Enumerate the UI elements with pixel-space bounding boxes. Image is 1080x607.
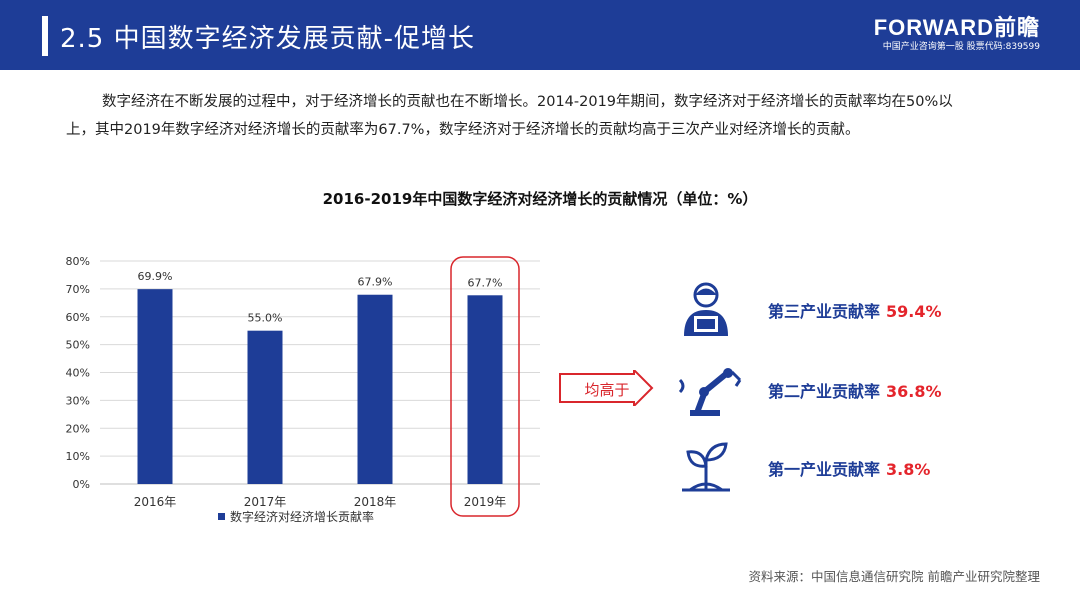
y-tick-label: 10% <box>66 450 90 463</box>
legend: 数字经济对经济增长贡献率 <box>218 509 374 524</box>
y-tick-label: 30% <box>66 394 90 407</box>
header-bar: 2.5 中国数字经济发展贡献-促增长 FORWARD前瞻 中国产业咨询第一股 股… <box>0 0 1080 70</box>
primary-industry-label: 第一产业贡献率 3.8% <box>768 456 930 480</box>
arrow-label: 均高于 <box>584 381 630 399</box>
grid-lines <box>100 260 540 485</box>
intro-paragraph: 数字经济在不断发展的过程中，对于经济增长的贡献也在不断增长。2014-2019年… <box>66 88 1021 144</box>
y-tick-label: 0% <box>73 478 90 491</box>
industry-label: 第三产业贡献率 <box>768 302 881 321</box>
y-tick-label: 40% <box>66 367 90 380</box>
bar <box>357 294 393 484</box>
highlight-box <box>450 256 520 517</box>
bars <box>137 256 520 517</box>
x-tick-label: 2018年 <box>354 495 397 509</box>
primary-industry-item: 第一产业贡献率 3.8% <box>676 438 976 498</box>
x-tick-label: 2019年 <box>464 495 507 509</box>
page-title: 2.5 中国数字经济发展贡献-促增长 <box>60 24 475 54</box>
industry-label: 第二产业贡献率 <box>768 382 881 401</box>
x-tick-label: 2016年 <box>134 495 177 509</box>
sprout-icon <box>682 442 730 492</box>
secondary-industry-item: 第二产业贡献率 36.8% <box>676 360 976 420</box>
industry-value: 3.8% <box>886 460 931 479</box>
brand-logo-text: FORWARD前瞻 <box>873 15 1040 40</box>
legend-label: 数字经济对经济增长贡献率 <box>230 509 374 524</box>
bar <box>137 289 173 484</box>
industry-label: 第一产业贡献率 <box>768 460 881 479</box>
y-tick-label: 50% <box>66 339 90 352</box>
y-axis-ticks: 0% 10% 20% 30% 40% 50% 60% 70% 80% <box>66 255 90 491</box>
bar <box>467 295 503 484</box>
bar <box>247 330 283 484</box>
industry-value: 59.4% <box>886 302 942 321</box>
worker-icon <box>684 282 728 336</box>
intro-line-1: 数字经济在不断发展的过程中，对于经济增长的贡献也在不断增长。2014-2019年… <box>102 94 953 110</box>
data-label: 55.0% <box>248 312 283 325</box>
industry-value: 36.8% <box>886 382 942 401</box>
robot-arm-icon <box>678 368 742 416</box>
arrow-right-icon <box>559 370 654 406</box>
chart-title: 2016-2019年中国数字经济对经济增长的贡献情况（单位：%） <box>322 190 758 208</box>
source-note: 资料来源：中国信息通信研究院 前瞻产业研究院整理 <box>748 569 1040 584</box>
data-label: 69.9% <box>138 270 173 283</box>
data-labels: 69.9% 55.0% 67.9% 67.7% <box>138 270 503 325</box>
data-label: 67.9% <box>358 276 393 289</box>
tertiary-industry-label: 第三产业贡献率 59.4% <box>768 298 942 322</box>
data-label: 67.7% <box>468 276 503 289</box>
x-axis-ticks: 2016年 2017年 2018年 2019年 <box>134 495 507 509</box>
y-tick-label: 60% <box>66 311 90 324</box>
tertiary-industry-item: 第三产业贡献率 59.4% <box>676 280 976 340</box>
x-tick-label: 2017年 <box>244 495 287 509</box>
legend-swatch <box>218 513 225 520</box>
y-tick-label: 70% <box>66 283 90 296</box>
intro-line-2: 上，其中2019年数字经济对经济增长的贡献率为67.7%，数字经济对于经济增长的… <box>66 122 860 138</box>
secondary-industry-label: 第二产业贡献率 36.8% <box>768 378 942 402</box>
title-accent-bar <box>42 16 48 56</box>
bar-chart: 0% 10% 20% 30% 40% 50% 60% 70% 80% 69.9% 55.0% 67.… <box>66 255 540 524</box>
y-tick-label: 80% <box>66 255 90 268</box>
brand-tagline: 中国产业咨询第一股 股票代码:839599 <box>882 42 1040 52</box>
brand-logo: FORWARD前瞻 中国产业咨询第一股 股票代码:839599 <box>874 16 1040 54</box>
y-tick-label: 20% <box>66 422 90 435</box>
